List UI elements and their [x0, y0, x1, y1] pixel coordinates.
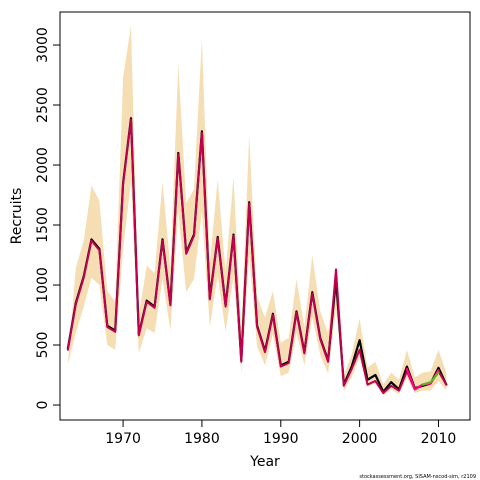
y-tick-label-500: 500	[35, 332, 51, 359]
confidence-band	[67, 25, 447, 396]
y-tick-label-1000: 1000	[35, 267, 51, 303]
y-axis: 0 500 1000 1500 2000 2500 3000	[35, 27, 60, 409]
y-tick-label-1500: 1500	[35, 207, 51, 243]
x-tick-label-1990: 1990	[263, 431, 299, 447]
series-layer	[66, 117, 448, 394]
y-tick-label-2500: 2500	[35, 87, 51, 123]
series-line-retro	[66, 118, 448, 394]
x-tick-label-2010: 2010	[421, 431, 457, 447]
x-tick-label-1970: 1970	[105, 431, 141, 447]
confidence-band-layer	[67, 25, 447, 396]
y-tick-label-3000: 3000	[35, 27, 51, 63]
x-axis: 1970 1980 1990 2000 2010	[105, 420, 456, 447]
y-tick-label-0: 0	[35, 401, 51, 410]
series-line-retro-tail-2	[421, 371, 440, 386]
y-tick-label-2000: 2000	[35, 147, 51, 183]
y-axis-label: Recruits	[9, 188, 25, 245]
x-axis-label: Year	[249, 454, 280, 470]
credit-text: stockassessment.org, SISAM-nscod-sim, r2…	[359, 474, 476, 480]
x-tick-label-2000: 2000	[342, 431, 378, 447]
x-tick-label-1980: 1980	[184, 431, 220, 447]
plot-frame	[59, 11, 471, 421]
